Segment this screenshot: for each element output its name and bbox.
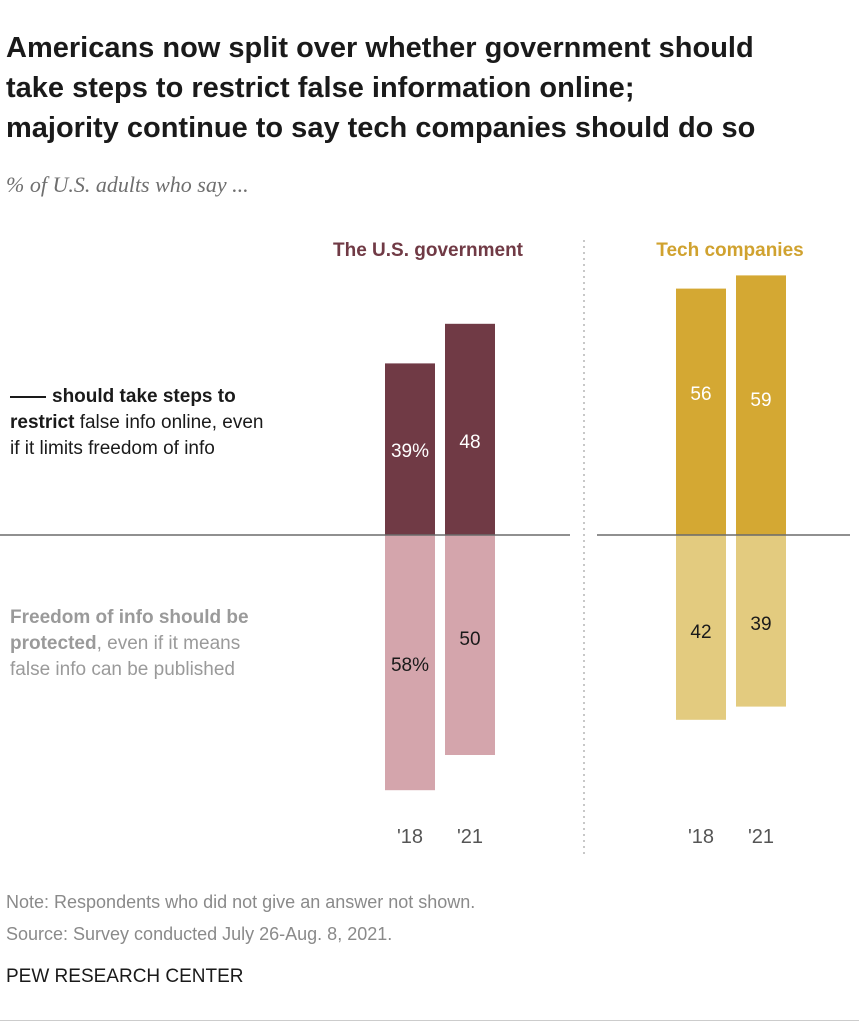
protect-label-bold-b: protected: [10, 633, 97, 654]
restrict-row-label: should take steps to restrict false info…: [10, 384, 264, 462]
blank-line-marker: [10, 396, 46, 398]
x-tick-label-1-1: '21: [748, 826, 774, 848]
chart-title: Americans now split over whether governm…: [6, 28, 856, 148]
protect-label-rest-b: false info can be published: [10, 659, 235, 680]
data-label-protect-1-0: 42: [690, 622, 711, 643]
restrict-label-bold-a: should take steps to: [52, 386, 236, 407]
x-tick-label-0-0: '18: [397, 826, 423, 848]
bottom-divider: [0, 1020, 859, 1021]
panel-title-1: Tech companies: [656, 240, 803, 261]
chart-title-line-1: Americans now split over whether governm…: [6, 32, 754, 64]
data-label-protect-0-1: 50: [459, 629, 480, 650]
protect-row-label: Freedom of info should be protected, eve…: [10, 605, 249, 683]
bar-protect-1-0: [676, 535, 726, 720]
data-label-protect-1-1: 39: [750, 614, 771, 635]
data-label-restrict-1-1: 59: [750, 390, 771, 411]
restrict-label-rest-a: false info online, even: [74, 412, 264, 433]
chart-plot: The U.S. government 39% 58% '18 48 50 '21 Tech …: [0, 240, 850, 855]
chart-subtitle: % of U.S. adults who say ...: [6, 172, 249, 197]
bar-protect-0-1: [445, 535, 495, 755]
protect-label-bold-a: Freedom of info should be: [10, 607, 249, 628]
bar-restrict-0-1: [445, 323, 495, 535]
chart-title-line-3: majority continue to say tech companies …: [6, 112, 756, 144]
bar-protect-1-1: [736, 535, 786, 707]
source-organization: PEW RESEARCH CENTER: [6, 966, 244, 987]
bar-protect-0-0: [385, 535, 435, 791]
panel-title-0: The U.S. government: [333, 240, 524, 261]
bar-restrict-0-0: [385, 363, 435, 535]
chart-source: Source: Survey conducted July 26-Aug. 8,…: [6, 924, 393, 944]
restrict-label-rest-b: if it limits freedom of info: [10, 438, 215, 459]
data-label-restrict-1-0: 56: [690, 384, 711, 405]
x-tick-label-0-1: '21: [457, 826, 483, 848]
bar-restrict-1-0: [676, 288, 726, 535]
restrict-label-bold-b: restrict: [10, 412, 75, 433]
protect-label-rest-a: , even if it means: [96, 633, 241, 654]
chart-note: Note: Respondents who did not give an an…: [6, 892, 476, 912]
data-label-restrict-0-1: 48: [459, 432, 480, 453]
data-label-restrict-0-0: 39%: [391, 441, 429, 462]
chart-title-line-2: take steps to restrict false information…: [6, 72, 635, 104]
bar-restrict-1-1: [736, 275, 786, 535]
x-tick-label-1-0: '18: [688, 826, 714, 848]
data-label-protect-0-0: 58%: [391, 655, 429, 676]
